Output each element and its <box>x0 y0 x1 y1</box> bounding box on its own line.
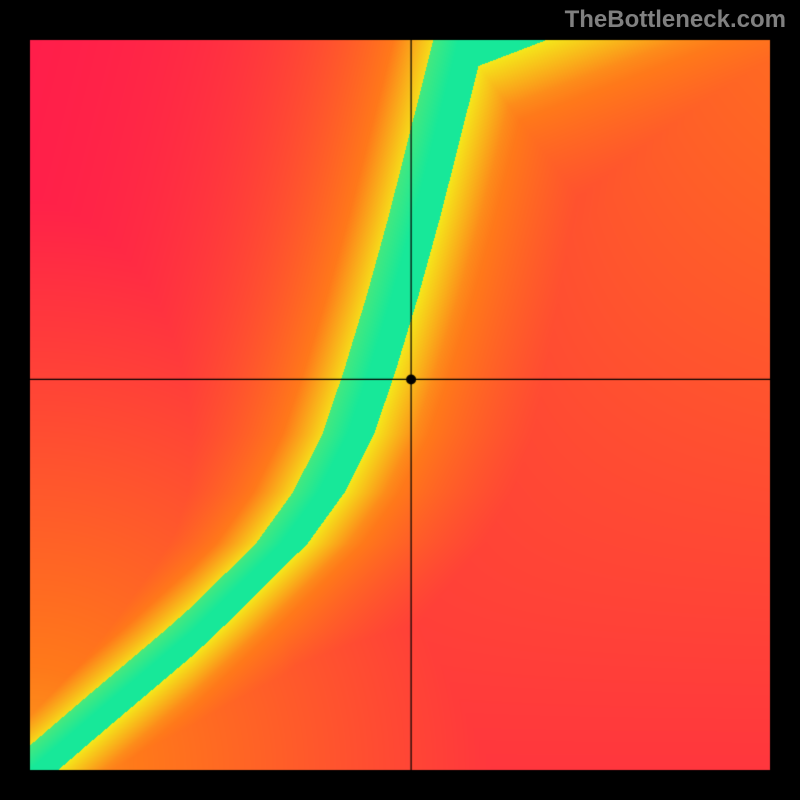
watermark-text: TheBottleneck.com <box>565 6 786 34</box>
chart-container: { "watermark": { "text": "TheBottleneck.… <box>0 0 800 800</box>
heatmap-canvas <box>0 0 800 800</box>
